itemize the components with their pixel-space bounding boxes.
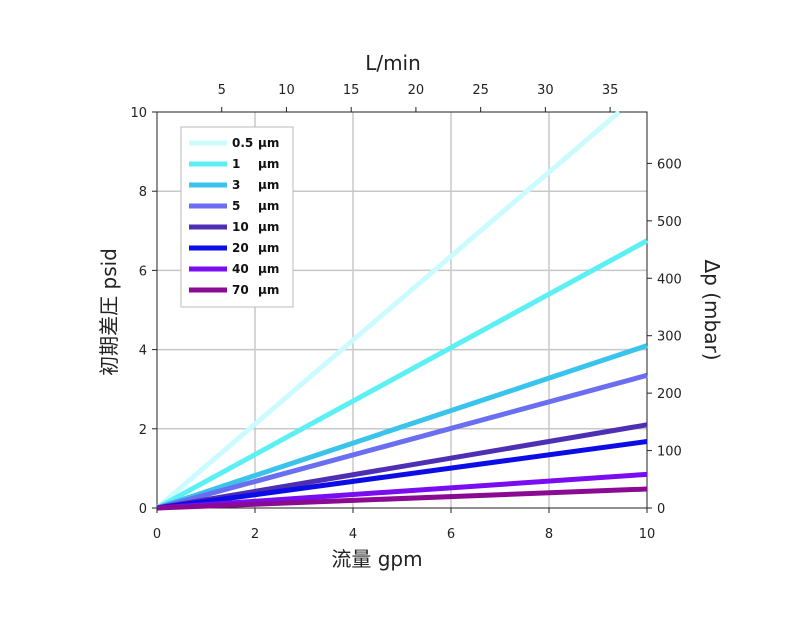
- y-tick-label: 2: [139, 423, 147, 438]
- legend-unit: µm: [258, 241, 279, 255]
- legend-label: 20: [232, 241, 249, 255]
- x-tick-label: 4: [349, 527, 357, 542]
- legend-box: [180, 126, 294, 308]
- y-tick-label: 8: [139, 185, 147, 200]
- x-tick-label: 10: [639, 527, 656, 542]
- x-tick-label: 8: [545, 527, 553, 542]
- series-line: [156, 422, 648, 511]
- y-tick-label: 4: [139, 344, 147, 359]
- y-axis-label: 初期差圧 psid: [97, 248, 121, 376]
- plot-frame: [156, 111, 648, 509]
- y-tick-label: 6: [139, 264, 147, 279]
- legend-unit: µm: [258, 178, 279, 192]
- x2-tick-label: 30: [537, 83, 554, 98]
- y2-tick-label: 0: [657, 502, 665, 517]
- legend-unit: µm: [258, 220, 279, 234]
- legend-unit: µm: [258, 283, 279, 297]
- series-line: [155, 110, 621, 510]
- legend: 0.5 µm 1 µm 3 µm 5 µm 10 µm 20 µm 40 µm 70 µm: [180, 126, 294, 308]
- legend-label: 5: [232, 199, 240, 213]
- x2-axis-label: L/min: [365, 51, 421, 75]
- x-tick-label: 0: [153, 527, 161, 542]
- legend-unit: µm: [258, 136, 279, 150]
- legend-label: 1: [232, 157, 240, 171]
- legend-label: 10: [232, 220, 249, 234]
- series-line: [156, 372, 648, 511]
- legend-unit: µm: [258, 157, 279, 171]
- x-tick-label: 6: [447, 527, 455, 542]
- legend-label: 3: [232, 178, 240, 192]
- series-lines: [155, 110, 649, 511]
- series-line: [156, 486, 648, 511]
- legend-label: 0.5: [232, 136, 253, 150]
- series-line: [155, 238, 649, 511]
- y2-tick-label: 600: [657, 157, 682, 172]
- y2-tick-label: 100: [657, 445, 682, 460]
- x2-tick-label: 35: [602, 83, 619, 98]
- x-axis-label: 流量 gpm: [331, 547, 422, 571]
- x2-tick-label: 5: [218, 83, 226, 98]
- y2-tick-label: 500: [657, 215, 682, 230]
- series-line: [156, 438, 648, 511]
- legend-label: 70: [232, 283, 249, 297]
- legend-label: 40: [232, 262, 249, 276]
- y-tick-label: 10: [130, 106, 147, 121]
- x2-tick-label: 25: [472, 83, 489, 98]
- series-line: [156, 343, 648, 511]
- y2-axis-label: Δp (mbar): [700, 260, 724, 361]
- y2-tick-label: 400: [657, 272, 682, 287]
- y2-tick-label: 300: [657, 330, 682, 345]
- y-tick-label: 0: [139, 502, 147, 517]
- legend-unit: µm: [258, 262, 279, 276]
- x-tick-label: 2: [251, 527, 259, 542]
- x2-tick-label: 15: [343, 83, 360, 98]
- legend-unit: µm: [258, 199, 279, 213]
- x2-tick-label: 10: [278, 83, 295, 98]
- x2-tick-label: 20: [408, 83, 425, 98]
- y2-tick-label: 200: [657, 387, 682, 402]
